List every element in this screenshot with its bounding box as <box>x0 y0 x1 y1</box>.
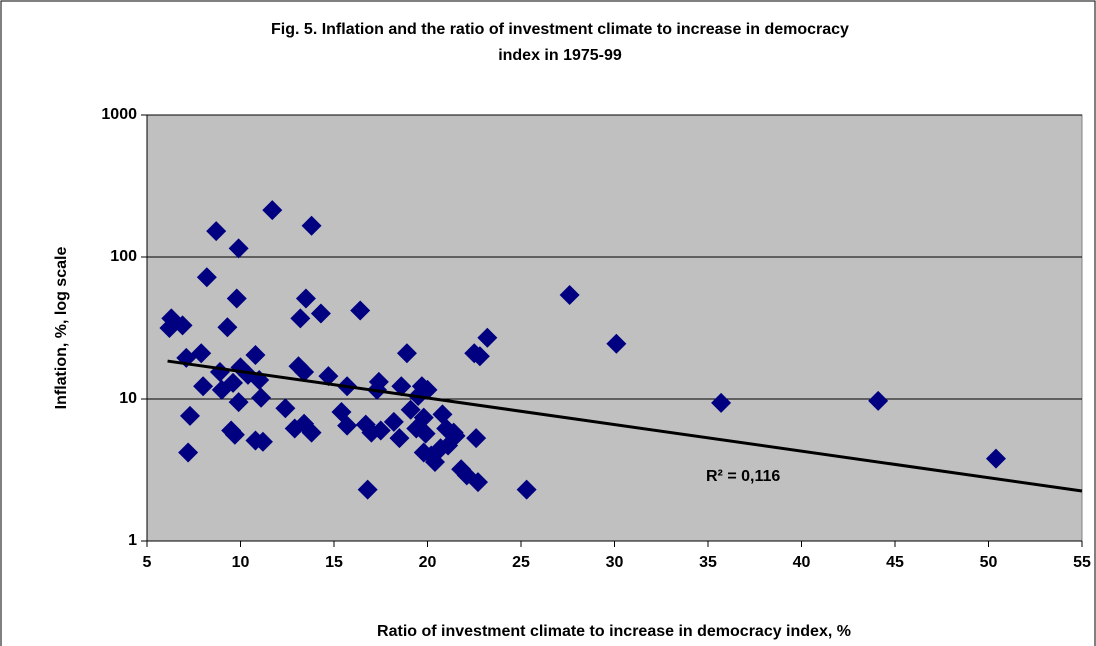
marker <box>413 407 434 428</box>
marker <box>711 392 732 413</box>
marker <box>606 333 627 354</box>
marker <box>294 361 315 382</box>
marker <box>237 364 258 385</box>
marker <box>417 379 438 400</box>
marker <box>224 424 245 445</box>
marker <box>391 376 412 397</box>
marker <box>389 428 410 449</box>
marker <box>985 448 1006 469</box>
marker <box>172 315 193 336</box>
y-tick-label: 1 <box>128 532 137 549</box>
marker <box>290 308 311 329</box>
marker <box>301 422 322 443</box>
marker <box>415 423 436 444</box>
marker <box>226 288 247 309</box>
marker <box>868 390 889 411</box>
marker <box>318 366 339 387</box>
marker <box>245 345 266 366</box>
marker <box>228 238 249 259</box>
x-tick-label: 20 <box>419 554 437 571</box>
marker <box>193 376 214 397</box>
marker <box>252 431 273 452</box>
marker <box>516 479 537 500</box>
y-tick-label: 10 <box>119 390 137 407</box>
marker <box>467 472 488 493</box>
marker <box>432 404 453 425</box>
trend-line <box>167 359 1083 493</box>
marker <box>217 317 238 338</box>
marker <box>191 343 212 364</box>
x-tick-label: 30 <box>606 554 624 571</box>
x-axis-label: Ratio of investment climate to increase … <box>377 623 851 640</box>
y-tick-label: 1000 <box>101 106 137 123</box>
marker <box>295 288 316 309</box>
x-tick-label: 5 <box>143 554 152 571</box>
marker <box>262 200 283 221</box>
marker <box>383 411 404 432</box>
marker <box>196 267 217 288</box>
x-tick-label: 45 <box>886 554 904 571</box>
marker <box>445 425 466 446</box>
y-axis-label: Inflation, %, log scale <box>53 247 70 410</box>
x-tick-label: 40 <box>793 554 811 571</box>
chart-title: Fig. 5. Inflation and the ratio of inves… <box>271 21 849 38</box>
x-tick-label: 55 <box>1073 554 1091 571</box>
marker <box>301 215 322 236</box>
marker <box>357 479 378 500</box>
plot-area <box>146 114 1083 542</box>
annotation: R² = 0,116 <box>706 468 780 485</box>
x-tick-label: 35 <box>699 554 717 571</box>
marker <box>396 343 417 364</box>
x-tick-label: 50 <box>980 554 998 571</box>
marker <box>350 300 371 321</box>
marker <box>469 346 490 367</box>
x-tick-label: 25 <box>512 554 530 571</box>
marker <box>206 221 227 242</box>
marker <box>370 420 391 441</box>
chart-title: index in 1975-99 <box>498 47 622 64</box>
marker <box>180 405 201 426</box>
marker <box>466 428 487 449</box>
x-tick-label: 15 <box>325 554 343 571</box>
x-tick-label: 10 <box>232 554 250 571</box>
marker <box>310 303 331 324</box>
marker <box>337 415 358 436</box>
marker <box>251 387 272 408</box>
marker <box>178 442 199 463</box>
marker <box>368 371 389 392</box>
marker <box>559 285 580 306</box>
marker <box>275 398 296 419</box>
y-tick-label: 100 <box>110 248 137 265</box>
marker <box>400 399 421 420</box>
marker <box>228 392 249 413</box>
marker <box>223 372 244 393</box>
marker <box>477 327 498 348</box>
